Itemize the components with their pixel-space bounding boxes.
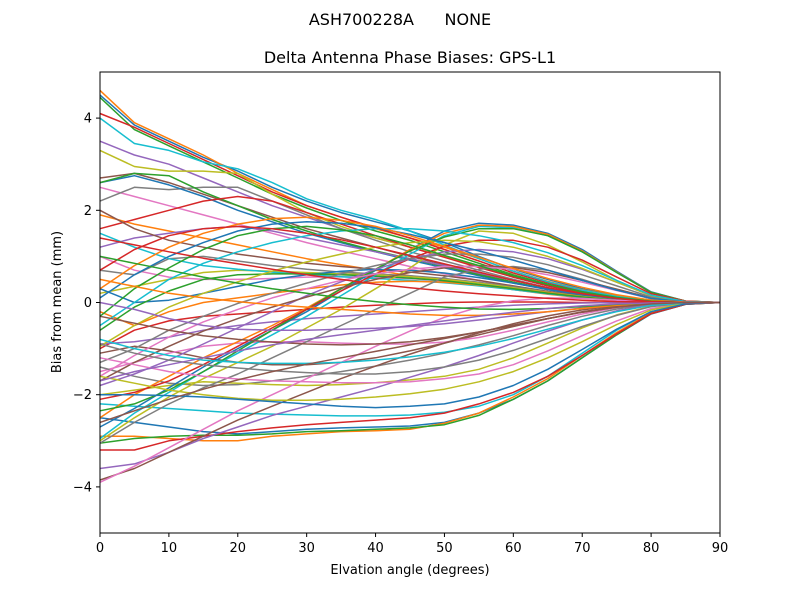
x-tick-label: 60 [505, 541, 522, 556]
y-tick-label: −2 [73, 388, 92, 403]
figure-suptitle: ASH700228A NONE [308, 10, 492, 29]
y-tick-label: 0 [84, 296, 92, 311]
series-line [99, 301, 720, 424]
x-tick-label: 40 [367, 541, 384, 556]
series-line [99, 301, 721, 401]
series-line [99, 237, 720, 304]
series-line [99, 264, 721, 382]
series-line [99, 301, 721, 417]
y-axis: −4 −2 0 2 4 [73, 112, 100, 495]
series-line [100, 301, 721, 442]
y-axis-label: Bias from mean (mm) [50, 231, 65, 373]
series-line [100, 301, 721, 409]
x-tick-label: 50 [436, 541, 453, 556]
chart-title: Delta Antenna Phase Biases: GPS-L1 [263, 48, 557, 67]
y-tick-label: −4 [73, 480, 92, 495]
series-line [99, 227, 721, 327]
series-line [99, 253, 721, 364]
y-tick-label: 4 [84, 112, 92, 127]
x-axis: 0 10 20 30 40 50 60 70 80 90 [96, 533, 728, 556]
series-line [99, 301, 720, 345]
y-tick-label: 2 [84, 204, 92, 219]
series-line [99, 301, 721, 375]
x-tick-label: 0 [96, 541, 104, 556]
x-tick-label: 30 [298, 541, 315, 556]
series-lines [99, 89, 721, 483]
series-line [99, 239, 721, 347]
x-tick-label: 10 [161, 541, 178, 556]
series-line [99, 278, 720, 317]
series-line [99, 221, 721, 304]
series-line [99, 216, 721, 304]
series-line [99, 117, 721, 304]
x-tick-label: 80 [643, 541, 660, 556]
x-tick-label: 90 [712, 541, 729, 556]
series-line [99, 297, 720, 483]
series-line [99, 227, 721, 412]
series-line [99, 301, 721, 365]
x-axis-label: Elvation angle (degrees) [330, 563, 489, 578]
series-line [99, 301, 721, 384]
series-line [99, 301, 720, 387]
x-tick-label: 20 [230, 541, 247, 556]
series-line [99, 225, 720, 304]
series-line [99, 301, 720, 470]
series-line [99, 301, 721, 435]
series-line [99, 225, 720, 317]
series-line [99, 301, 720, 382]
series-line [99, 301, 721, 444]
x-tick-label: 70 [574, 541, 591, 556]
